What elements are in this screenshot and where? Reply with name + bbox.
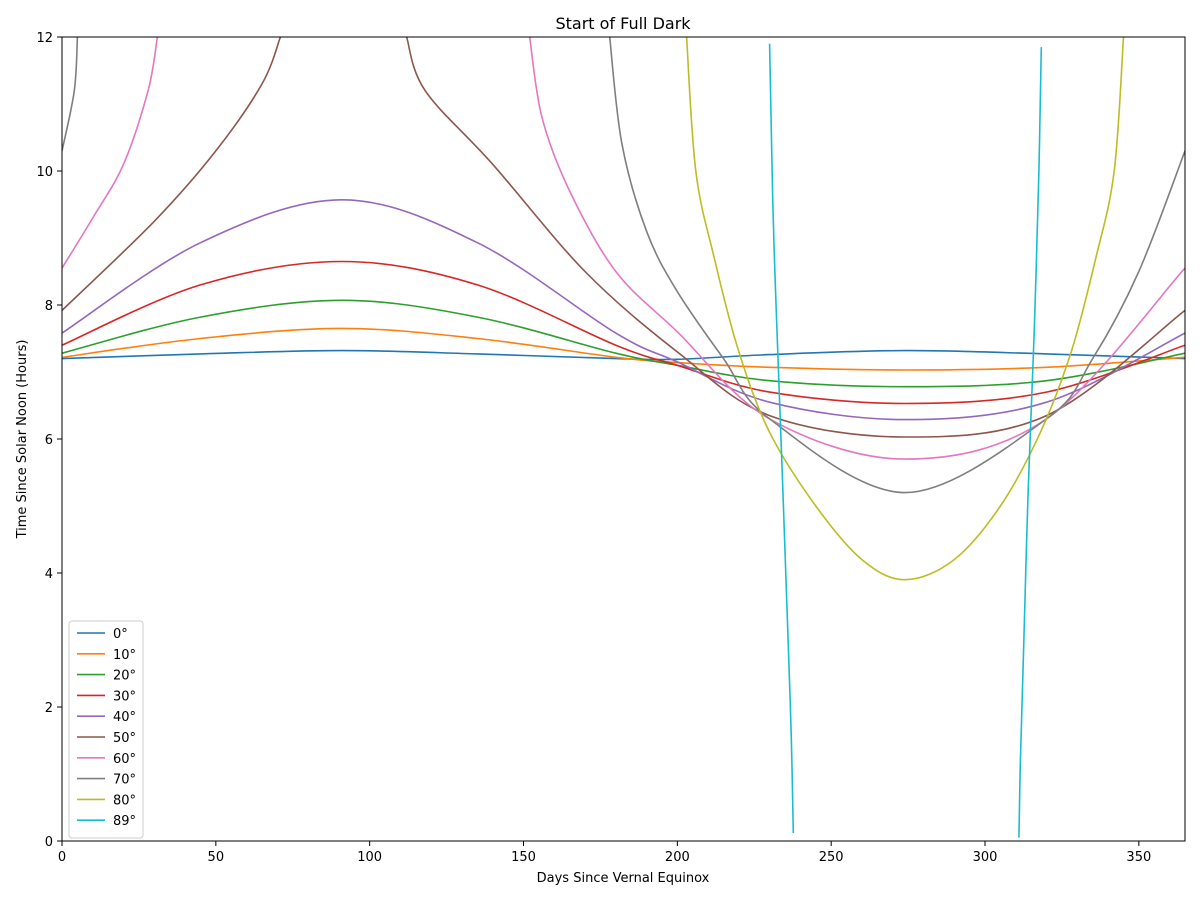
y-tick-label-2: 4 <box>45 567 53 582</box>
legend-label-0: 0° <box>113 627 128 642</box>
series-line-5-segment-0 <box>62 37 282 311</box>
y-tick-label-6: 12 <box>36 31 53 46</box>
chart-title: Start of Full Dark <box>555 14 691 33</box>
x-tick-label-7: 350 <box>1126 850 1151 865</box>
series-line-6-segment-0 <box>62 37 159 269</box>
y-tick-label-3: 6 <box>45 433 53 448</box>
legend-label-9: 89° <box>113 814 136 829</box>
legend-label-1: 10° <box>113 648 136 663</box>
series-line-1-segment-0 <box>62 327 1185 371</box>
y-tick-label-1: 2 <box>45 701 53 716</box>
y-tick-label-4: 8 <box>45 299 53 314</box>
legend-label-7: 70° <box>113 773 136 788</box>
legend-label-6: 60° <box>113 752 136 767</box>
x-axis: 0 50 100 150 200 250 300 350 <box>58 841 1151 865</box>
y-axis-title: Time Since Solar Noon (Hours) <box>15 340 30 540</box>
y-tick-label-5: 10 <box>36 165 53 180</box>
x-tick-label-6: 300 <box>973 850 998 865</box>
series-line-2-segment-0 <box>62 299 1185 388</box>
series-line-9-segment-0 <box>768 43 795 834</box>
series-line-3-segment-0 <box>62 260 1185 405</box>
series-line-8-segment-0 <box>685 37 1125 581</box>
series-line-6-segment-1 <box>528 37 1185 460</box>
series-line-7-segment-1 <box>608 37 1185 494</box>
series-line-5-segment-1 <box>405 37 1185 438</box>
series-line-7-segment-0 <box>62 37 79 152</box>
x-tick-label-2: 100 <box>357 850 382 865</box>
legend-label-2: 20° <box>113 669 136 684</box>
x-tick-label-4: 200 <box>665 850 690 865</box>
y-axis: 0 2 4 6 8 10 12 <box>36 31 62 850</box>
x-tick-label-1: 50 <box>208 850 225 865</box>
legend-label-3: 30° <box>113 689 136 704</box>
x-tick-label-0: 0 <box>58 850 66 865</box>
series-line-4-segment-0 <box>62 198 1185 421</box>
x-axis-title: Days Since Vernal Equinox <box>537 871 710 886</box>
plot-lines <box>62 37 1185 838</box>
y-tick-label-0: 0 <box>45 835 53 850</box>
series-line-9-segment-1 <box>1018 47 1043 838</box>
x-tick-label-5: 250 <box>819 850 844 865</box>
legend: 0° 10° 20° 30° 40° 50° 60° 70° 80° 89° <box>68 620 144 839</box>
x-tick-label-3: 150 <box>511 850 536 865</box>
legend-label-5: 50° <box>113 731 136 746</box>
legend-label-4: 40° <box>113 710 136 725</box>
legend-label-8: 80° <box>113 793 136 808</box>
plot-frame <box>61 36 1186 842</box>
